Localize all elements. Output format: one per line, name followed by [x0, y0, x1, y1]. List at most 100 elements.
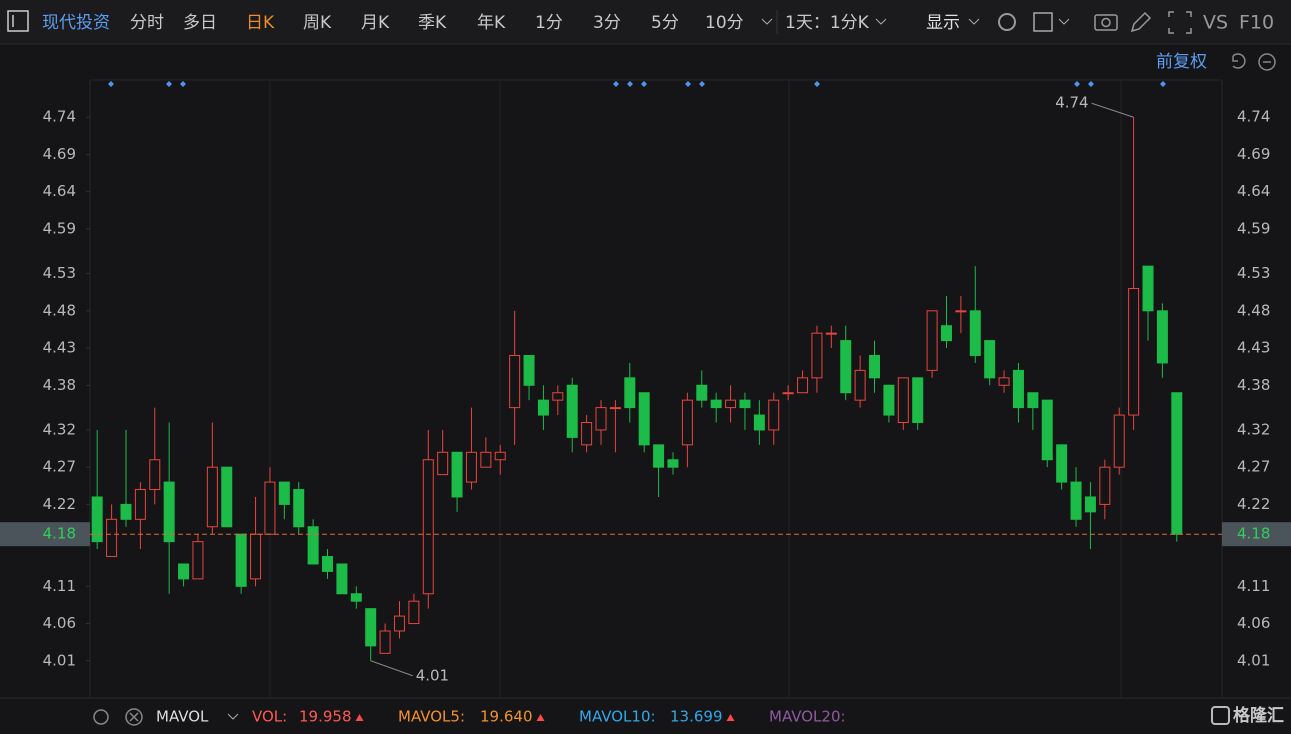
chevron[interactable] — [761, 18, 773, 25]
y-tick-label-right: 4.32 — [1237, 420, 1270, 438]
y-tick-label: 4.27 — [43, 458, 76, 476]
y-tick-label-right: 4.64 — [1237, 182, 1270, 200]
min-label: 4.01 — [416, 666, 449, 684]
candle-body — [537, 399, 549, 416]
candle-body — [998, 377, 1010, 386]
candle-body — [1099, 466, 1111, 505]
candle-body — [753, 414, 765, 431]
y-tick-label-right: 4.01 — [1237, 651, 1270, 669]
candle-body — [984, 340, 996, 379]
chevron[interactable] — [968, 18, 980, 25]
indicator-label: VOL: — [252, 708, 287, 726]
candle-body — [1084, 496, 1096, 513]
candle-body — [149, 459, 161, 491]
candle-body — [1070, 481, 1082, 520]
last-price-box — [0, 522, 90, 547]
candle-body — [1128, 287, 1140, 416]
adjust-mode[interactable]: 前复权 — [1156, 52, 1207, 72]
chevron[interactable] — [875, 18, 887, 25]
period-tab[interactable]: 3分 — [593, 13, 621, 33]
indicator-label: MAVOL5: — [398, 708, 465, 726]
candle-body — [509, 354, 521, 409]
candle-body — [1142, 265, 1154, 312]
candle-body — [1113, 414, 1125, 468]
candle-body — [840, 340, 852, 394]
candle-body — [322, 556, 334, 572]
y-tick-label: 4.43 — [43, 339, 76, 357]
settings-icon[interactable] — [998, 13, 1016, 31]
candle-body — [768, 399, 780, 431]
candle-body — [134, 489, 146, 520]
menu-icon[interactable] — [7, 10, 29, 32]
indicator-name[interactable]: MAVOL — [156, 708, 209, 726]
candle-body — [912, 377, 924, 424]
camera-lens — [1101, 17, 1111, 28]
last-price-label: 4.18 — [1237, 525, 1270, 543]
candle-body — [869, 354, 881, 379]
y-tick-label-right: 4.53 — [1237, 264, 1270, 282]
candle-body — [106, 518, 118, 558]
period-tab[interactable]: 年K — [477, 13, 506, 33]
up-arrow — [355, 714, 364, 721]
y-tick-label-right: 4.11 — [1237, 577, 1270, 595]
period-tab[interactable]: 周K — [303, 13, 332, 33]
y-tick-label: 4.74 — [43, 108, 76, 126]
display-button[interactable]: 显示 — [926, 13, 960, 33]
period-tab[interactable]: 1分 — [535, 13, 563, 33]
y-tick-label-right: 4.59 — [1237, 219, 1270, 237]
candle-body — [437, 451, 449, 476]
fullscreen-icon[interactable] — [1168, 11, 1192, 34]
y-tick-label: 4.48 — [43, 301, 76, 319]
y-tick-label-right: 4.74 — [1237, 108, 1270, 126]
indicator-close[interactable] — [125, 708, 143, 726]
period-tab[interactable]: 多日 — [183, 13, 217, 33]
candle-body — [221, 466, 233, 528]
up-arrow — [726, 714, 735, 721]
zoom-out-icon[interactable] — [1258, 53, 1276, 71]
close-x — [129, 712, 139, 722]
period-tab[interactable]: 日K — [246, 13, 275, 33]
candle-body — [739, 399, 751, 409]
candle-body — [336, 563, 348, 595]
candle-body — [91, 496, 103, 543]
box-icon[interactable] — [1033, 12, 1053, 32]
candle-body — [206, 466, 218, 528]
pencil-icon[interactable] — [1130, 11, 1152, 33]
candle-body — [883, 384, 895, 416]
plot: 4.01 4.01 4.06 4.06 4.11 4.11 4.22 4.22 4.27 4.27… — [0, 94, 1291, 684]
indicator-value: 13.699 — [670, 708, 723, 726]
stock-name[interactable]: 现代投资 — [42, 13, 110, 33]
candle-body — [465, 451, 477, 483]
chevron[interactable] — [227, 713, 239, 720]
indicator-values: VOL: 19.958 MAVOL5: 19.640 MAVOL10: 13.699 MAV… — [252, 708, 846, 726]
candle-body — [681, 399, 693, 446]
reset-icon[interactable] — [1232, 53, 1246, 69]
indicator-settings[interactable] — [93, 709, 109, 725]
candle-body — [1171, 392, 1183, 535]
vs-button[interactable]: VS — [1203, 12, 1228, 34]
period-tab[interactable]: 5分 — [651, 13, 679, 33]
period-tab[interactable]: 季K — [418, 13, 447, 33]
candle-body — [379, 630, 391, 654]
y-tick-label: 4.11 — [43, 577, 76, 595]
candle-body — [1056, 444, 1068, 483]
interval[interactable]: 1天：1分K — [785, 13, 870, 33]
y-tick-label: 4.69 — [43, 145, 76, 163]
toolbar — [0, 0, 1291, 44]
period-tab[interactable]: 分时 — [130, 13, 164, 33]
y-tick-label-right: 4.69 — [1237, 145, 1270, 163]
candle-body — [307, 526, 319, 565]
candle-body — [408, 600, 420, 625]
period-tab[interactable]: 月K — [361, 13, 390, 33]
watermark: 格隆汇 — [1233, 705, 1284, 726]
candle-body — [811, 332, 823, 379]
chevron[interactable] — [1058, 18, 1070, 25]
f10-button[interactable]: F10 — [1239, 12, 1274, 34]
up-arrow — [536, 714, 545, 721]
camera-icon[interactable] — [1094, 14, 1118, 31]
candle-body — [854, 369, 866, 401]
period-tab[interactable]: 10分 — [705, 13, 744, 33]
